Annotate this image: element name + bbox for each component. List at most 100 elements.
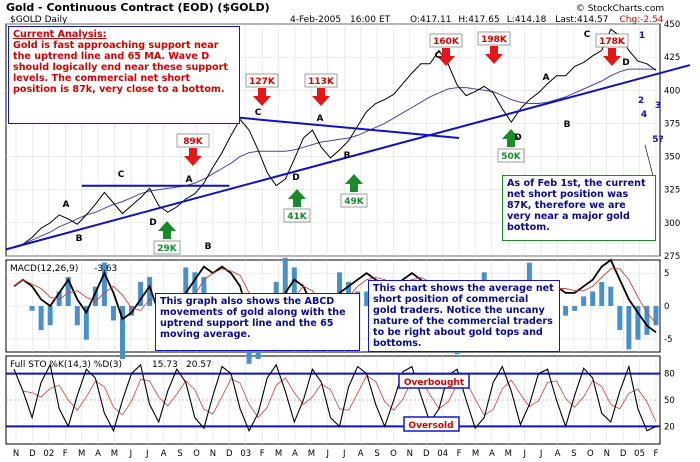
macd-histogram-bar <box>183 267 189 306</box>
cot-label-box <box>429 33 463 48</box>
price-tick-label: 375 <box>664 119 680 129</box>
x-tick-label: M <box>111 449 118 459</box>
macd-label: MACD(12,26,9) <box>10 264 78 274</box>
x-tick-label: 04 <box>437 449 448 459</box>
wave-label: D <box>149 218 156 228</box>
macd-histogram-bar <box>147 277 153 306</box>
price-layer: 29K 89K 127K 113K 41K 49K 160K 198K 50K 178K A B C D A… <box>5 28 691 255</box>
macd-histogram-bar <box>29 306 35 311</box>
wave-label: D <box>292 173 299 183</box>
x-tick-label: F <box>457 449 462 459</box>
wave-label: A <box>317 114 324 124</box>
macd-tick-label: -5 <box>664 335 672 345</box>
x-tick-label: J <box>326 449 330 459</box>
wave-label: B <box>344 151 351 161</box>
oversold-tag: Oversold <box>403 416 460 432</box>
cot-arrow-down <box>312 88 330 106</box>
x-tick-label: S <box>571 449 576 459</box>
macd-value: -3.63 <box>94 264 117 274</box>
cot-label: 127K <box>249 77 276 87</box>
analysis-heading: Current Analysis: <box>13 29 107 40</box>
cot-arrow-up <box>158 221 176 239</box>
header-time: 16:00 <box>350 15 376 25</box>
macd-histogram-bar <box>581 296 587 306</box>
price-tick-label: 325 <box>664 186 680 196</box>
macd-histogram-bar <box>364 291 370 306</box>
wave-label: D <box>622 58 629 68</box>
wave-label: A <box>186 175 193 185</box>
x-tick-label: N <box>210 449 216 459</box>
x-tick-label: J <box>145 449 149 459</box>
x-tick-label: M <box>275 449 282 459</box>
cot-label: 198K <box>481 35 508 45</box>
macd-histogram-bar <box>110 306 116 321</box>
macd-tick-label: 5 <box>664 269 669 279</box>
macd-histogram-bar <box>563 306 569 316</box>
cot-label: 178K <box>599 37 626 47</box>
cot-note-text: This chart shows the average net short p… <box>373 283 554 349</box>
cot-label: 113K <box>308 77 335 87</box>
x-tick-label: D <box>29 449 36 459</box>
wave-label: 2 <box>638 96 644 106</box>
cot-label-box <box>304 73 338 88</box>
macd-tick-label: 0 <box>664 302 669 312</box>
macd-histogram-bar <box>590 291 596 306</box>
price-tick-label: 425 <box>664 53 680 63</box>
chart-title: Gold - Continuous Contract (EOD) ($GOLD) <box>6 1 270 14</box>
wave-label: 5? <box>652 135 663 145</box>
analysis-body: Gold is fast approaching support near th… <box>13 40 228 95</box>
x-tick-label: M <box>78 449 85 459</box>
macd-histogram-bar <box>192 272 198 306</box>
x-tick-label: 05 <box>634 449 645 459</box>
macd-histogram-bar <box>653 306 659 326</box>
sto-tick-label: 80 <box>664 370 675 380</box>
macd-histogram-bar <box>599 281 605 306</box>
wave-label: 3 <box>655 101 661 111</box>
cot-label-box <box>245 73 279 88</box>
feb1-note-text: As of Feb 1st, the current net short pos… <box>507 178 646 233</box>
wave-label: B <box>564 120 571 130</box>
feb1-note: As of Feb 1st, the current net short pos… <box>502 175 656 241</box>
sto-k-line <box>13 363 657 433</box>
x-tick-label: J <box>342 449 346 459</box>
cot-arrow-down <box>184 148 202 166</box>
cot-arrow-up <box>288 189 306 207</box>
header-tz: ET <box>379 15 391 25</box>
wave-label: B <box>205 242 212 252</box>
cot-arrow-up <box>345 174 363 192</box>
x-tick-label: A <box>161 449 167 459</box>
x-tick-label: A <box>292 449 298 459</box>
x-tick-label: D <box>423 449 430 459</box>
ohlc-header: 4-Feb-2005 16:00 ET O:417.11 H:417.65 L:41… <box>290 15 664 25</box>
x-tick-label: J <box>522 449 526 459</box>
sto-d-value: 20.57 <box>186 360 212 370</box>
macd-histogram-bar <box>83 306 89 340</box>
x-tick-label: J <box>539 449 543 459</box>
x-tick-label: A <box>358 449 364 459</box>
wave-label: A <box>543 73 550 83</box>
wave-label: B <box>76 234 83 244</box>
watermark: © StockCharts.com <box>576 4 664 14</box>
macd-histogram-bar <box>608 286 614 306</box>
cot-label-box <box>176 133 210 148</box>
header-stat: Last:414.57 <box>555 15 608 25</box>
macd-histogram-bar <box>38 306 44 331</box>
macd-histogram-bar <box>129 306 135 316</box>
price-tick-label: 300 <box>664 219 680 229</box>
cot-label: 89K <box>183 137 204 147</box>
price-tick-label: 350 <box>664 153 680 163</box>
wave-label: C <box>118 170 125 180</box>
sto-layer <box>6 363 660 433</box>
sto-k-value: 15.73 <box>152 360 178 370</box>
cot-label-box <box>497 148 525 163</box>
header-stat: H:417.65 <box>458 15 499 25</box>
wave-label: A <box>63 200 70 210</box>
macd-histogram-bar <box>138 281 144 306</box>
axes: N D 02 F M A M J J A S O N D 03 F M A M J J A S O N D 04 F M A M J J A S O N… <box>13 20 680 459</box>
cot-label-box <box>283 208 311 223</box>
cot-label-box <box>340 193 368 208</box>
cot-label: 49K <box>344 197 365 207</box>
wave-label: C <box>584 30 591 40</box>
cot-label-box <box>477 31 511 46</box>
sto-label: Full STO %K(14,3) %D(3) <box>10 360 122 370</box>
